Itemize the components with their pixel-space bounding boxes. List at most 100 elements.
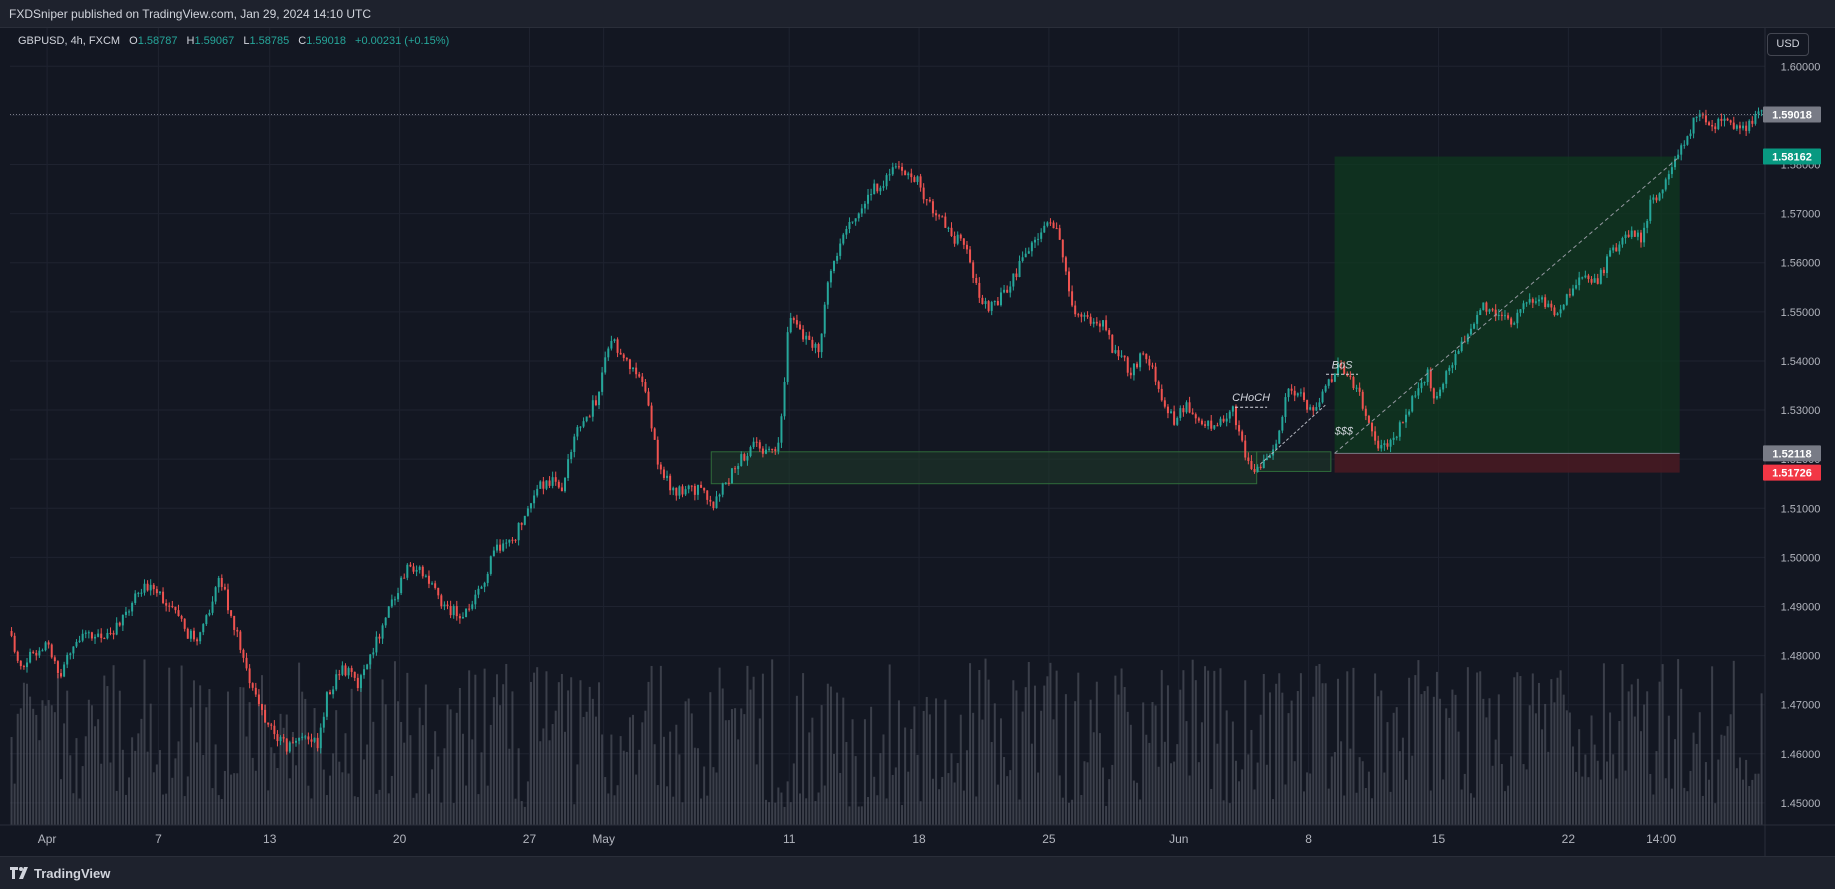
candle-body [1309,407,1312,410]
volume-bar [1238,781,1241,825]
volume-bar [1726,726,1729,825]
volume-bar [557,682,560,825]
candle-body [808,335,811,340]
volume-bar [1488,698,1491,825]
volume-bar [582,716,585,825]
candle-body [1525,302,1528,304]
publisher-bar: FXDSniper published on TradingView.com, … [0,0,1835,28]
volume-bar [1621,664,1624,825]
volume-bar [1018,799,1021,825]
y-tick-label: 1.49000 [1781,601,1821,613]
candle-body [375,636,378,653]
candle-body [560,487,563,492]
candle-body [996,301,999,306]
candle-body [1537,299,1540,302]
volume-bar [771,659,774,825]
volume-bar [168,667,171,825]
candle-body [1584,275,1587,278]
candle-body [1735,125,1738,129]
candle-body [1383,443,1386,446]
volume-bar [81,766,84,825]
y-tick-label: 1.47000 [1781,700,1821,712]
candle-body [10,631,13,636]
volume-bar [421,725,424,825]
volume-bar [848,806,851,825]
volume-bar [876,795,879,825]
volume-bar [1667,715,1670,825]
candle-body [1401,422,1404,424]
candle-body [155,589,158,594]
volume-bar [1525,769,1528,825]
candle-body [1633,230,1636,237]
candle-body [239,631,242,650]
candle-body [26,662,29,668]
volume-bar [1170,763,1173,825]
candle-body [1151,365,1154,367]
volume-bar [1745,759,1748,825]
candle-body [50,644,53,658]
volume-bar [1602,663,1605,825]
candle-body [90,632,93,639]
volume-bar [1055,670,1058,825]
target-diagonal [1334,156,1680,454]
volume-bar [1346,671,1349,825]
x-tick-label: 25 [1042,832,1056,846]
volume-bar [1123,687,1126,825]
annotation-label: $$$ [1334,426,1354,438]
candle-body [124,611,127,616]
candle-body [186,628,189,639]
candle-body [38,650,41,656]
candle-body [199,632,202,642]
candles-layer [10,107,1763,755]
candle-body [1405,414,1408,423]
volume-bar [1534,713,1537,825]
volume-bar [616,785,619,825]
volume-bar [220,799,223,825]
volume-bar [808,732,811,825]
tradingview-brand[interactable]: TradingView [10,866,110,881]
volume-bar [1343,795,1346,825]
volume-bar [1606,761,1609,825]
volume-bar [16,713,19,825]
candle-body [848,222,851,229]
volume-bar [165,793,168,825]
volume-bar [282,727,285,825]
volume-bar [155,764,158,825]
candle-body [121,615,124,626]
demand-zone [710,451,1258,485]
candle-body [594,400,597,406]
currency-button[interactable]: USD [1767,33,1809,56]
volume-bar [724,720,727,825]
candle-body [863,203,866,209]
candle-body [1231,406,1234,412]
candle-body [87,632,90,634]
volume-bar [183,796,186,825]
volume-bar [1507,785,1510,825]
candle-body [276,734,279,742]
change-value: +0.00231 (+0.15%) [355,35,450,47]
volume-bar [1040,710,1043,825]
candle-body [1173,411,1176,425]
volume-bar [276,768,279,825]
candle-body [1318,402,1321,408]
candle-body [1460,341,1463,351]
volume-bar [1148,742,1151,825]
candle-body [1268,455,1271,458]
volume-bar [112,665,115,825]
volume-bar [749,689,752,825]
low-value: 1.58785 [249,35,290,47]
volume-bar [38,740,41,825]
volume-bar [1077,672,1080,825]
volume-bar [1185,721,1188,825]
volume-bar [635,774,638,825]
volume-bar [1401,737,1404,825]
volume-bar [1463,773,1466,825]
candle-body [1154,366,1157,382]
candle-body [1238,425,1241,432]
volume-bar [310,798,313,825]
candle-body [607,348,610,358]
volume-bar [304,698,307,825]
candle-body [1343,365,1346,374]
price-tag [1763,106,1821,123]
